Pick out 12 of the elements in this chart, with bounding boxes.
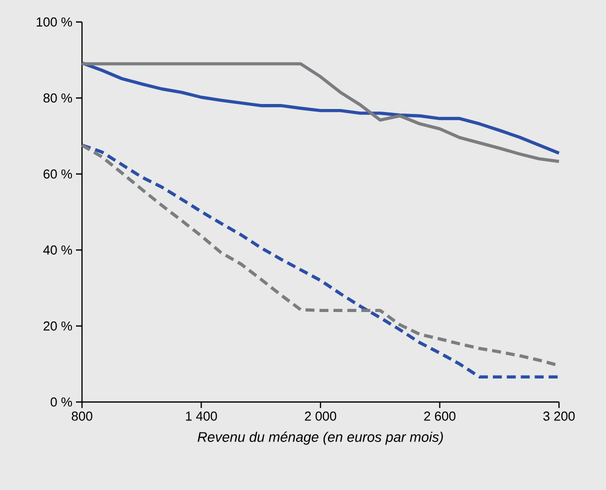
- x-axis-title: Revenu du ménage (en euros par mois): [198, 432, 443, 445]
- y-tick-label: 60 %: [44, 169, 72, 179]
- x-tick-label: 2 000: [304, 412, 336, 421]
- y-tick-label: 80 %: [44, 93, 72, 103]
- x-tick-label: 1 400: [186, 412, 217, 421]
- y-tick-label: 20 %: [44, 321, 72, 331]
- x-tick-label: 2 600: [424, 412, 456, 421]
- y-tick-label: 0 %: [50, 397, 72, 407]
- y-tick-label: 40 %: [43, 245, 72, 255]
- y-tick-label: 100 %: [36, 17, 72, 27]
- x-tick-label: 3 200: [543, 412, 575, 421]
- x-tick-label: 800: [72, 412, 92, 421]
